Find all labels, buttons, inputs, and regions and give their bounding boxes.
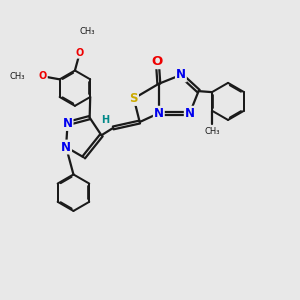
- Text: CH₃: CH₃: [204, 128, 220, 136]
- Text: CH₃: CH₃: [80, 27, 95, 36]
- Text: CH₃: CH₃: [10, 72, 25, 81]
- Text: S: S: [130, 92, 138, 105]
- Text: H: H: [101, 115, 109, 125]
- Text: O: O: [75, 48, 83, 58]
- Text: O: O: [39, 71, 47, 81]
- Text: N: N: [61, 141, 71, 154]
- Text: N: N: [176, 68, 186, 81]
- Text: N: N: [63, 117, 73, 130]
- Text: N: N: [154, 107, 164, 120]
- Text: O: O: [152, 55, 163, 68]
- Text: N: N: [185, 107, 195, 120]
